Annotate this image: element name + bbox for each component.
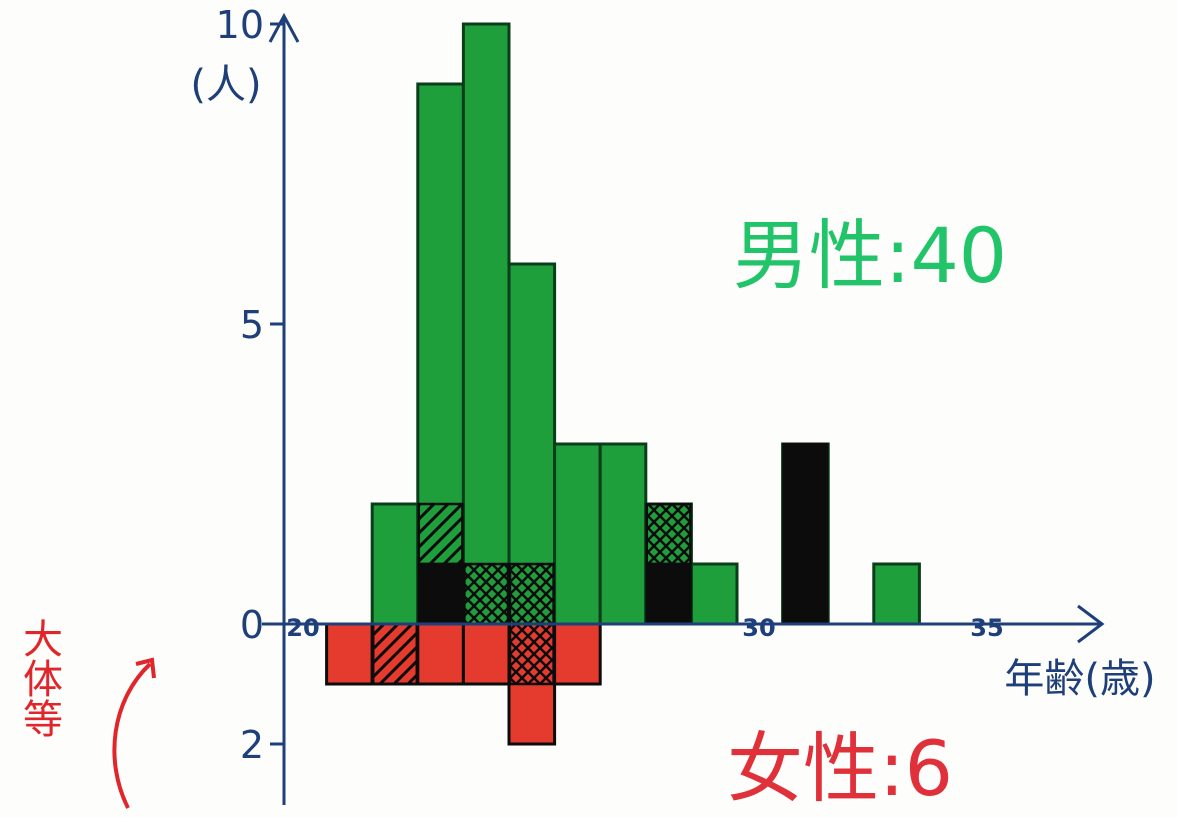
up-arrow-head-icon: [135, 657, 156, 679]
y-axis-arrow: [268, 12, 300, 43]
female-bar: [461, 622, 511, 686]
female-overlay-bar: [508, 622, 555, 686]
male-overlay-bar: [508, 562, 555, 626]
male-bar: [553, 442, 602, 626]
side-note: 大体等: [16, 618, 62, 738]
male-bar: [370, 502, 420, 626]
female-count-annotation: 女性:6: [727, 724, 953, 813]
x-tick-label: 20: [286, 614, 319, 642]
male-overlay-bar: [417, 502, 464, 566]
male-bar: [598, 442, 648, 626]
up-arrow-icon: [112, 662, 152, 809]
female-overlay-bar: [371, 622, 419, 686]
y-tick-label: 10: [216, 3, 264, 47]
y-axis-title: (人): [190, 62, 261, 108]
male-overlay-bar: [463, 562, 510, 626]
female-bar: [416, 622, 465, 686]
male-bar: [461, 22, 511, 626]
male-bar: [689, 562, 739, 626]
male-overlay-bar: [782, 442, 829, 626]
x-axis-arrow: [1077, 604, 1105, 644]
male-count-annotation: 男性:40: [733, 211, 1007, 300]
male-bar: [872, 562, 921, 626]
x-tick-label: 30: [742, 614, 775, 642]
male-overlay-bar: [645, 502, 692, 566]
x-tick-label: 35: [970, 614, 1003, 642]
female-bar: [553, 622, 602, 686]
x-axis-title: 年齢(歳): [1004, 656, 1155, 702]
y-tick-label: 0: [240, 603, 264, 647]
male-overlay-bar: [417, 562, 464, 626]
y-tick-label: 2: [240, 723, 264, 767]
y-tick-label: 5: [240, 303, 264, 347]
male-overlay-bar: [645, 562, 692, 626]
female-bar: [325, 622, 374, 686]
